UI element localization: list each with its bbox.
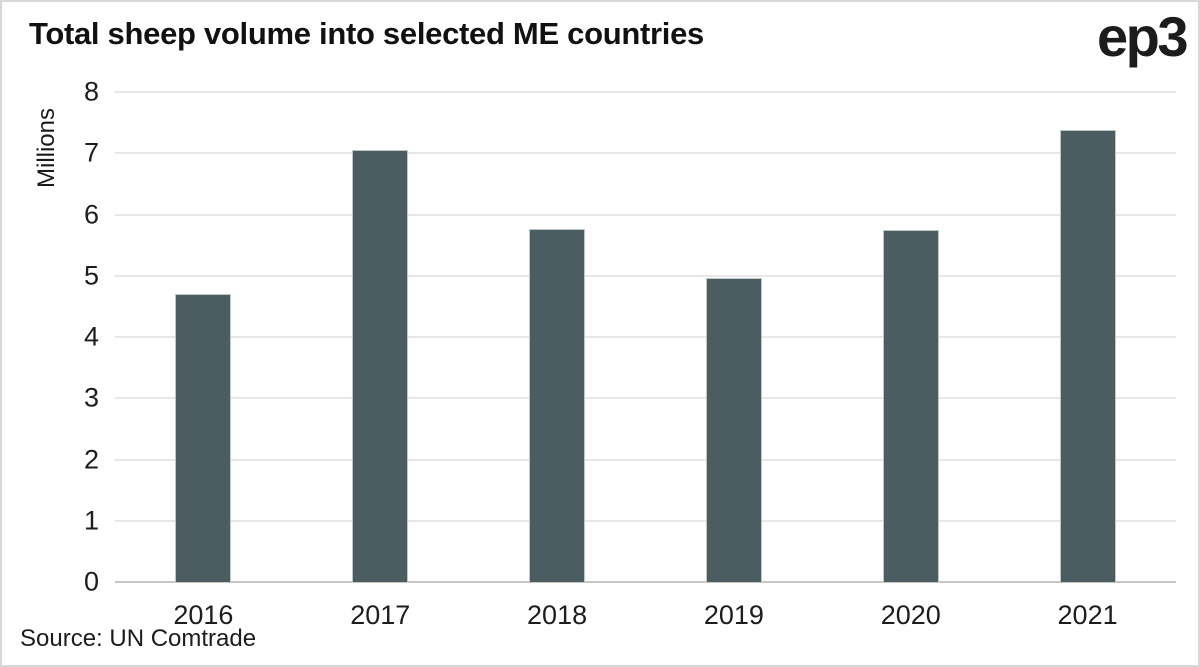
- y-tick-label: 7: [83, 137, 99, 168]
- bar-2018: [529, 228, 586, 582]
- gridline: [115, 458, 1176, 461]
- x-tick-label-2021: 2021: [1057, 600, 1118, 630]
- bar-2016: [175, 294, 232, 582]
- bar-2020: [882, 230, 939, 582]
- gridline: [115, 91, 1176, 93]
- gridline: [115, 397, 1176, 400]
- source-note: Source: UN Comtrade: [20, 625, 257, 652]
- gridline: [115, 274, 1176, 277]
- y-tick-label: 1: [83, 505, 99, 536]
- y-tick-label: 8: [83, 76, 99, 107]
- plot-area: [115, 91, 1176, 583]
- bar-2021: [1059, 129, 1116, 582]
- bar-2017: [352, 149, 409, 582]
- x-tick-label-2020: 2020: [880, 600, 941, 630]
- y-tick-label: 4: [83, 321, 99, 352]
- x-tick-label-2019: 2019: [703, 600, 764, 630]
- x-tick-label-2018: 2018: [527, 600, 588, 630]
- x-axis-baseline: [115, 581, 1176, 583]
- ep3-logo: ep3: [1097, 5, 1189, 68]
- gridline: [115, 336, 1176, 338]
- gridline: [115, 213, 1176, 216]
- y-tick-label: 5: [83, 260, 99, 291]
- y-tick-label: 2: [83, 444, 99, 474]
- chart-title: Total sheep volume into selected ME coun…: [29, 16, 704, 51]
- bar-2019: [705, 278, 762, 582]
- y-tick-label: 6: [83, 199, 99, 229]
- x-tick-label-2016: 2016: [173, 600, 234, 630]
- y-tick-label: 3: [83, 382, 99, 413]
- y-tick-label: 0: [83, 566, 99, 597]
- gridline: [115, 152, 1176, 155]
- gridline: [115, 519, 1176, 522]
- x-tick-label-2017: 2017: [350, 600, 411, 630]
